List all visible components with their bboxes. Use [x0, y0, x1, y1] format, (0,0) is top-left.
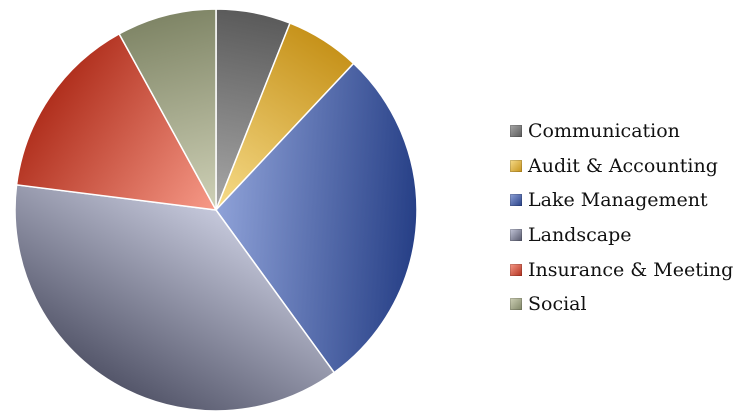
legend-swatch	[510, 263, 522, 276]
legend-item-landscape: Landscape	[510, 218, 733, 253]
legend-label: Communication	[528, 120, 680, 143]
legend-swatch	[510, 229, 522, 242]
legend-swatch	[510, 194, 522, 207]
chart-legend: Communication Audit & Accounting Lake Mana…	[510, 114, 733, 322]
legend-label: Landscape	[528, 224, 632, 247]
legend-swatch	[510, 125, 522, 138]
legend-item-audit-accounting: Audit & Accounting	[510, 149, 733, 184]
legend-label: Audit & Accounting	[528, 154, 718, 177]
pie-slice-insurance-meeting	[15, 32, 218, 211]
legend-item-communication: Communication	[510, 114, 733, 149]
legend-swatch	[510, 159, 522, 172]
legend-label: Lake Management	[528, 189, 708, 212]
legend-item-lake-management: Lake Management	[510, 183, 733, 218]
legend-label: Social	[528, 293, 587, 316]
pie-slice-social	[118, 8, 217, 211]
legend-swatch	[510, 298, 522, 311]
pie-slice-landscape	[14, 183, 336, 412]
pie-slice-lake-management	[215, 62, 418, 374]
legend-label: Insurance & Meeting	[528, 258, 734, 281]
legend-item-insurance-meeting: Insurance & Meeting	[510, 252, 733, 287]
legend-item-social: Social	[510, 287, 733, 322]
